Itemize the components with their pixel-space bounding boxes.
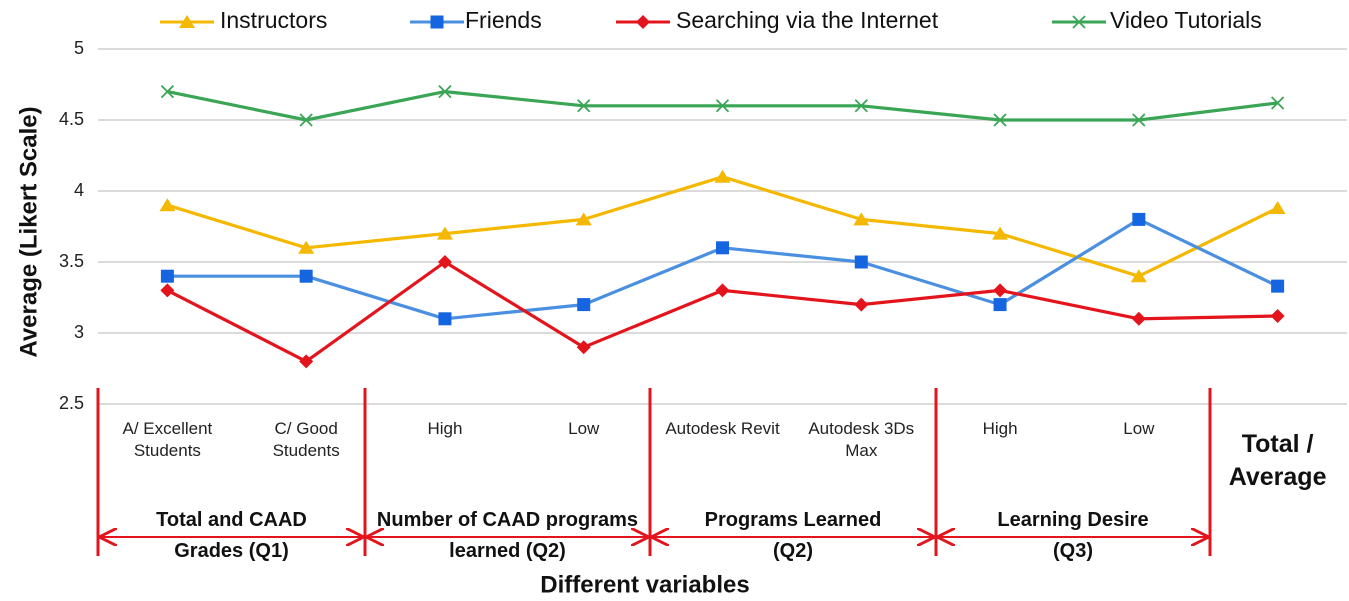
group-label: Number of CAAD programs learned (Q2) <box>376 509 639 562</box>
point <box>438 84 452 99</box>
y-axis-label: Average (Likert Scale) <box>15 106 42 357</box>
point <box>577 298 591 312</box>
legend-marker <box>430 15 444 29</box>
x-tick-label: C/ Good Students <box>272 419 340 460</box>
legend-label: Instructors <box>220 7 327 33</box>
legend-label: Video Tutorials <box>1110 7 1262 33</box>
point <box>1130 269 1147 283</box>
point <box>298 240 315 254</box>
point <box>299 354 314 369</box>
point <box>854 297 869 312</box>
point <box>160 283 175 298</box>
point <box>1132 212 1146 226</box>
x-tick-label: Low <box>568 419 600 438</box>
point <box>853 212 870 226</box>
point <box>993 283 1008 298</box>
x-axis-label: Different variables <box>540 571 749 598</box>
group-label: Programs Learned (Q2) <box>704 509 882 562</box>
x-tick-label: A/ Excellent Students <box>122 419 213 460</box>
point <box>576 340 591 355</box>
x-tick-label: Autodesk 3Ds Max <box>808 419 915 460</box>
legend-label: Searching via the Internet <box>676 7 939 33</box>
y-tick-label: 2.5 <box>59 393 84 413</box>
point <box>159 198 176 212</box>
point <box>437 255 452 269</box>
y-tick-label: 3 <box>74 322 84 342</box>
y-tick-label: 4 <box>74 180 84 200</box>
point <box>436 226 453 240</box>
x-tick-label: High <box>982 419 1018 438</box>
x-tick-label: High <box>427 419 463 438</box>
point <box>1271 279 1285 293</box>
point <box>716 241 729 255</box>
point <box>993 113 1007 127</box>
point <box>715 99 730 113</box>
group-label: Learning Desire (Q3) <box>997 509 1149 562</box>
group-label: Total and CAAD Grades (Q1) <box>156 509 307 562</box>
point <box>299 269 313 283</box>
point <box>854 99 868 113</box>
x-tick-label: Low <box>1123 419 1155 438</box>
point <box>160 269 174 283</box>
x-tick-label: Autodesk Revit <box>665 419 780 438</box>
y-tick-label: 4.5 <box>59 109 84 129</box>
point <box>854 255 868 269</box>
point <box>299 113 313 127</box>
point <box>577 99 591 113</box>
legend-marker <box>1072 15 1086 29</box>
point <box>438 312 452 326</box>
point <box>992 226 1009 240</box>
legend-marker <box>179 15 195 28</box>
point <box>993 298 1007 312</box>
point <box>715 283 730 298</box>
point <box>575 212 592 226</box>
y-tick-label: 3.5 <box>59 251 84 271</box>
legend-marker <box>636 15 650 29</box>
point <box>1270 96 1285 110</box>
point <box>1132 113 1146 127</box>
y-tick-label: 5 <box>74 38 84 58</box>
legend-label: Friends <box>465 7 542 33</box>
point <box>160 84 175 99</box>
point <box>1131 311 1146 326</box>
point <box>1270 308 1285 323</box>
series-line <box>166 260 1278 363</box>
point <box>1269 201 1286 215</box>
x-tick-label: Total / Average <box>1228 430 1327 491</box>
point <box>714 169 731 183</box>
